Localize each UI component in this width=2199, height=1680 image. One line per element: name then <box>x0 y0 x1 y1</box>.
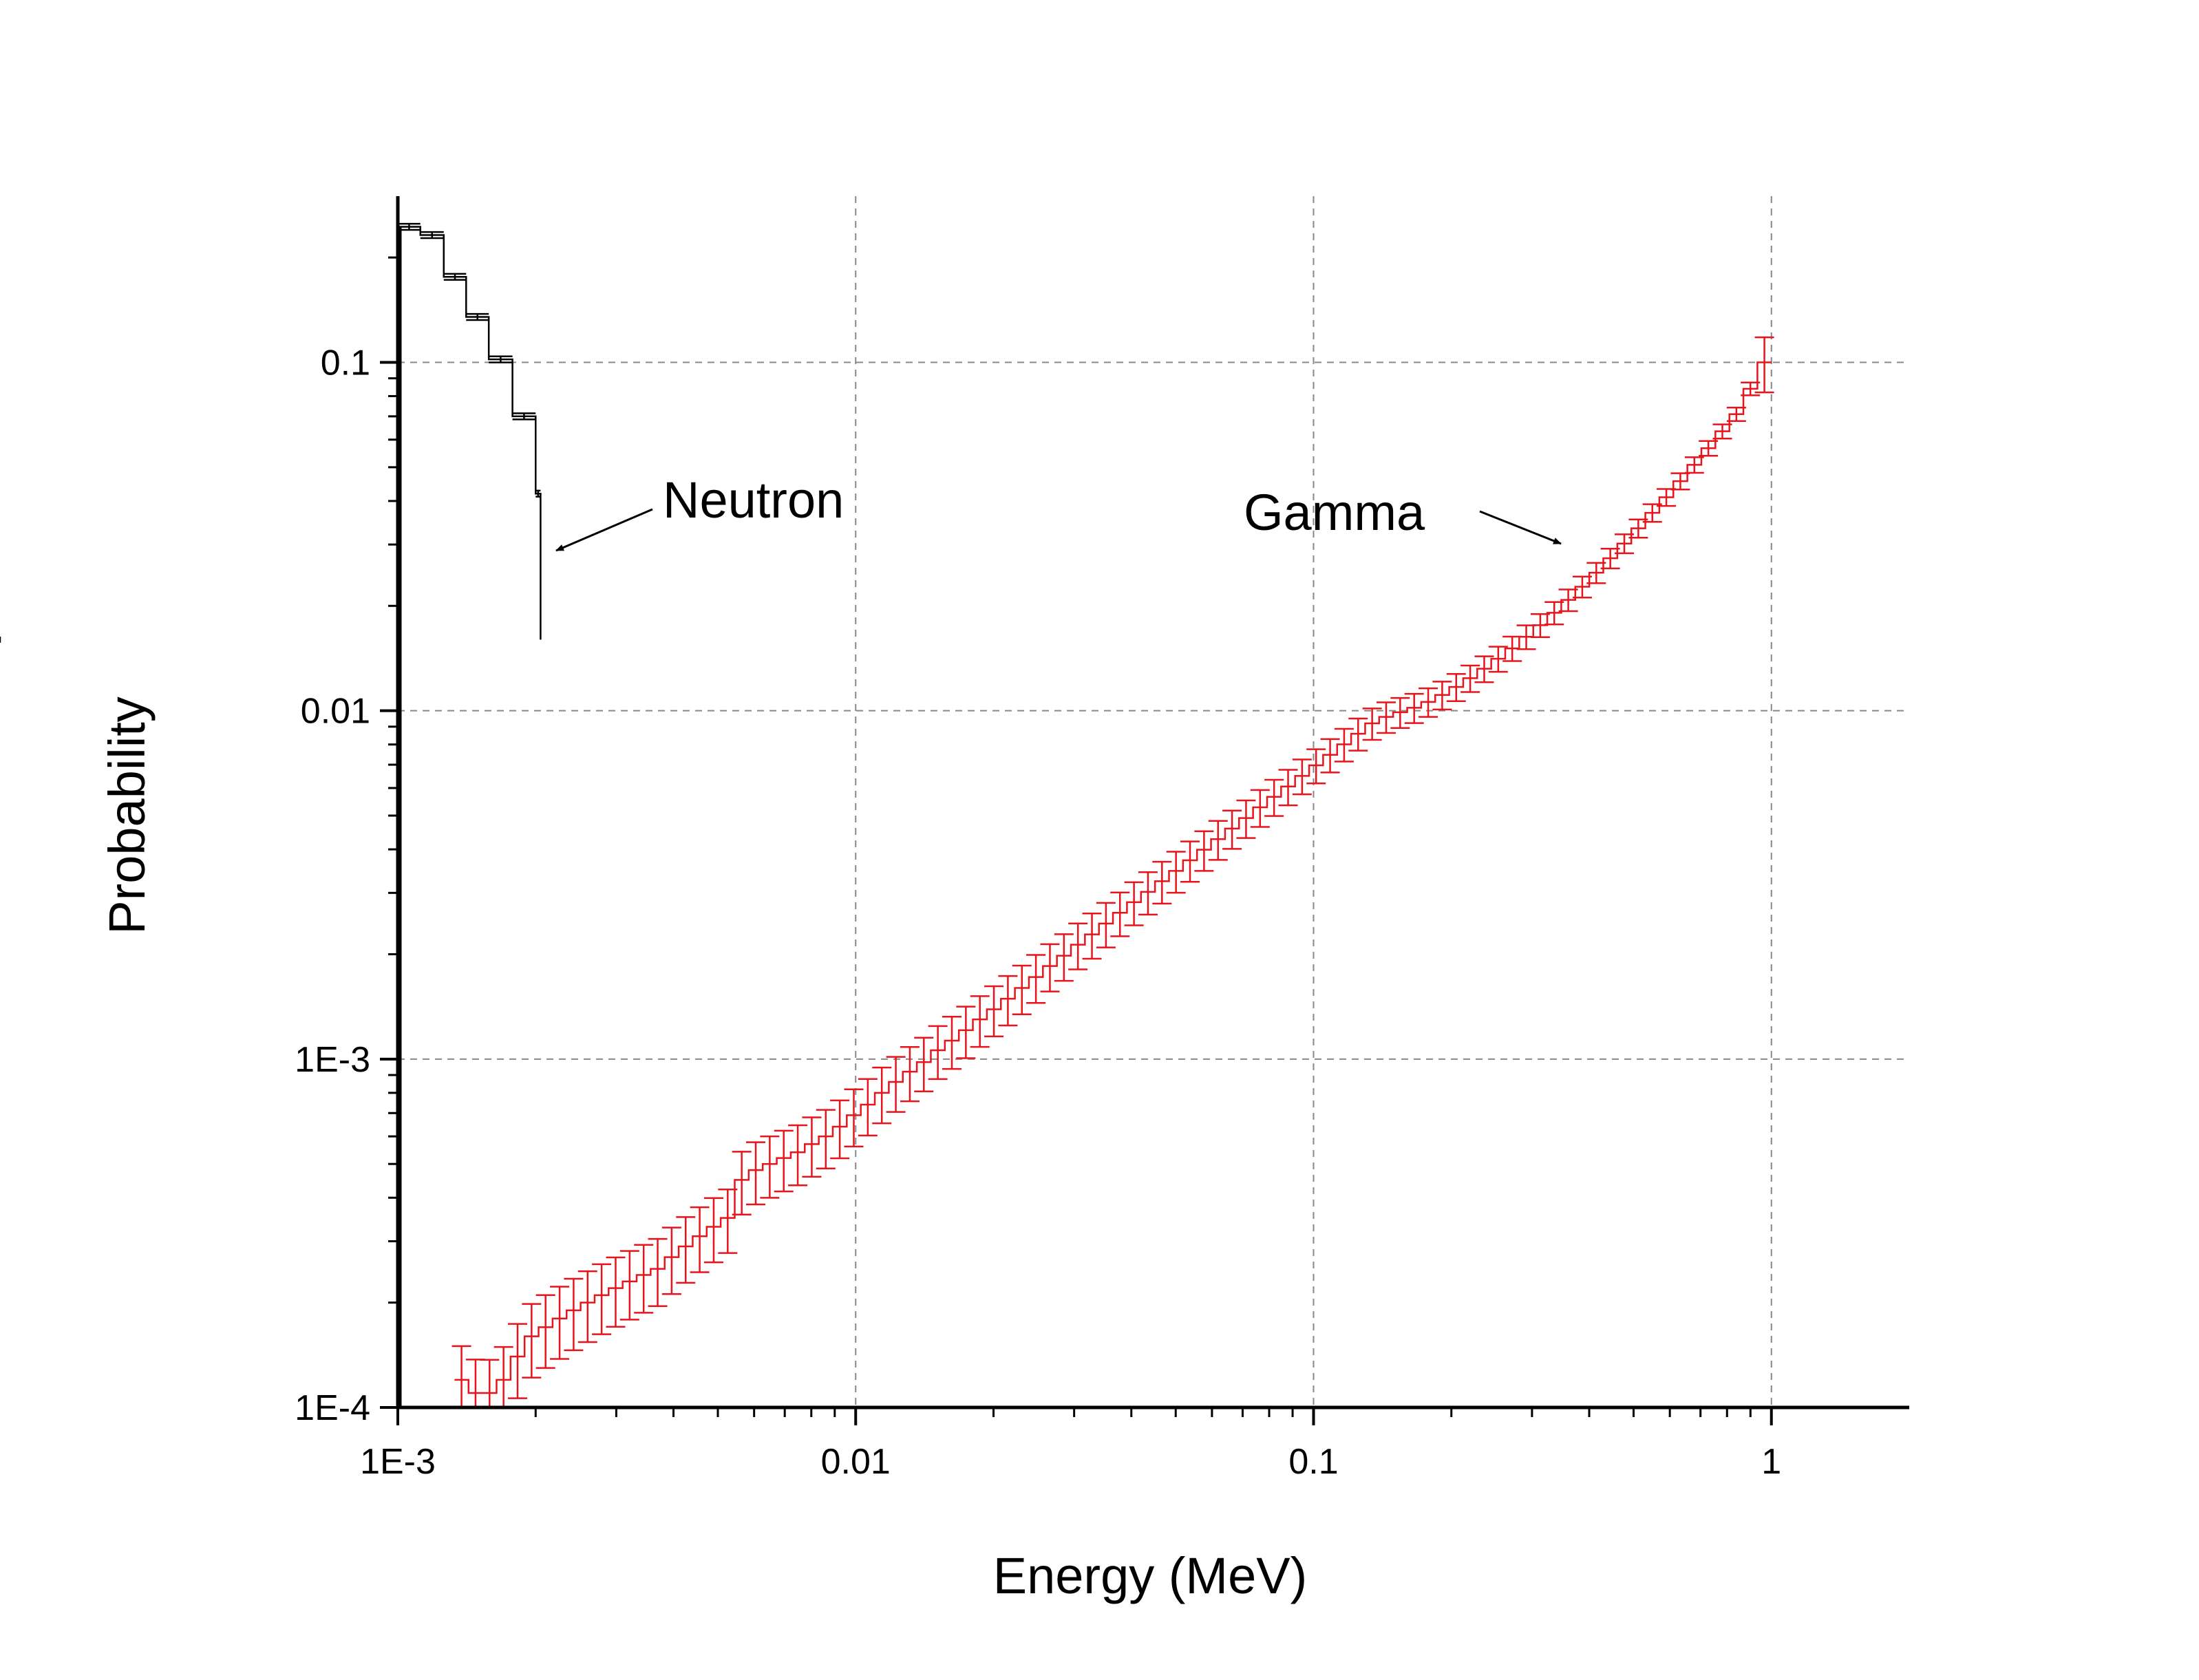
x-tick-label: 1 <box>1761 1442 1781 1482</box>
neutron-step-line <box>396 226 542 1407</box>
gamma-step-line <box>454 361 1772 1394</box>
y-tick-label: 1E-3 <box>295 1040 370 1080</box>
axis-ticks: 1E-3 0.01 0.1 1 1E-4 1E-3 0.01 0.1 <box>295 256 1781 1482</box>
y-tick-label: 0.01 <box>301 692 370 732</box>
neutron-annotation: Neutron <box>663 471 844 529</box>
y-axis-title: Probability <box>98 697 156 935</box>
neutron-series <box>0 222 542 1407</box>
y-tick-label: 0.1 <box>321 343 370 383</box>
gamma-annotation: Gamma <box>1244 484 1425 541</box>
y-tick-label: 1E-4 <box>295 1388 370 1428</box>
annotations: Neutron Gamma <box>555 471 1562 552</box>
neutron-arrow <box>555 508 653 552</box>
gamma-arrow <box>1479 510 1562 545</box>
grid-lines <box>398 196 1909 1407</box>
plot-series <box>0 222 1774 1409</box>
x-tick-label: 1E-3 <box>360 1442 436 1482</box>
axes <box>396 196 1909 1410</box>
x-axis-title: Energy (MeV) <box>993 1547 1307 1604</box>
x-tick-label: 0.1 <box>1288 1442 1338 1482</box>
gamma-series <box>452 336 1774 1409</box>
x-tick-label: 0.01 <box>821 1442 891 1482</box>
